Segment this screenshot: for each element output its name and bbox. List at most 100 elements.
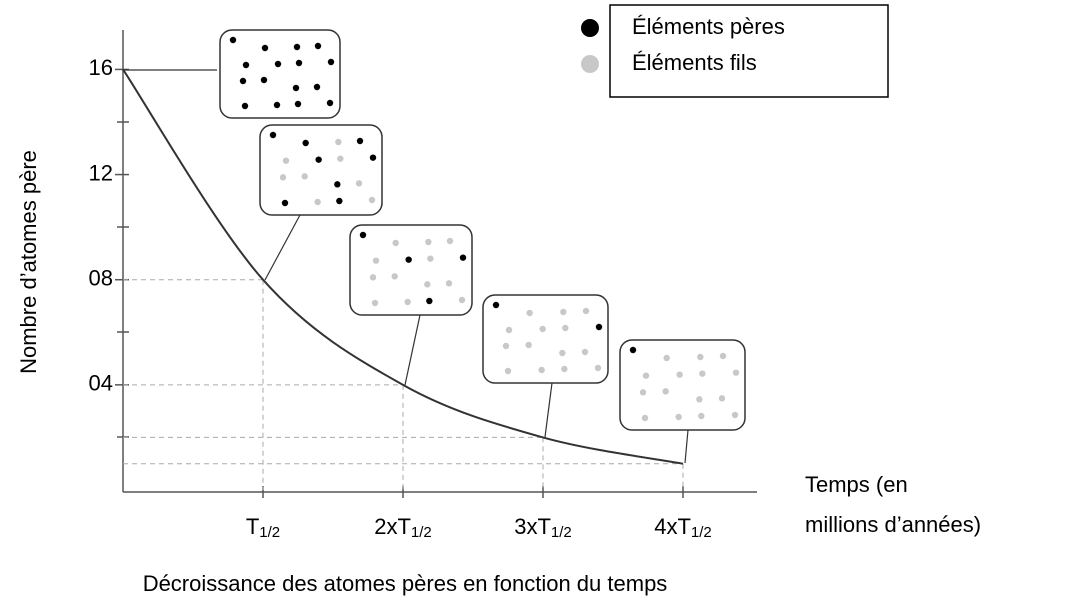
atom <box>275 61 281 67</box>
x-tick-label-main: 2xT <box>374 514 411 539</box>
y-axis-label: Nombre d’atomes père <box>16 150 41 374</box>
atom <box>369 197 375 203</box>
atom <box>424 281 430 287</box>
atom <box>719 395 725 401</box>
x-tick-label: 3xT1/2 <box>514 514 572 541</box>
x-axis-label: millions d’années) <box>805 512 981 537</box>
legend-label: Éléments pères <box>632 14 785 39</box>
atom <box>372 300 378 306</box>
sample-frame <box>350 225 472 315</box>
atom <box>280 174 286 180</box>
atom <box>675 414 681 420</box>
y-tick-label: 16 <box>89 55 113 80</box>
leader-line <box>265 215 300 280</box>
atom <box>242 103 248 109</box>
x-tick-label-sub: 1/2 <box>691 524 712 541</box>
x-tick-label-sub: 1/2 <box>411 524 432 541</box>
atom <box>314 199 320 205</box>
atom <box>460 254 466 260</box>
atom <box>243 62 249 68</box>
sample-box <box>260 125 382 215</box>
atom <box>697 354 703 360</box>
atom <box>505 368 511 374</box>
atom <box>583 308 589 314</box>
atom <box>404 299 410 305</box>
leader-line <box>685 430 688 463</box>
atom <box>230 37 236 43</box>
atom <box>314 84 320 90</box>
x-tick-label: 4xT1/2 <box>654 514 712 541</box>
atom <box>357 138 363 144</box>
atom <box>561 366 567 372</box>
x-tick-label: 2xT1/2 <box>374 514 432 541</box>
atom <box>261 77 267 83</box>
sample-box <box>220 30 340 118</box>
atom <box>662 388 668 394</box>
x-tick-label-main: T <box>246 514 259 539</box>
atom <box>405 256 411 262</box>
y-tick-label: 08 <box>89 266 113 291</box>
atom <box>676 371 682 377</box>
atom <box>328 59 334 65</box>
y-tick-label: 12 <box>89 160 113 185</box>
x-axis-label: Temps (en <box>805 472 908 497</box>
x-tick-label-sub: 1/2 <box>551 524 572 541</box>
atom <box>301 173 307 179</box>
sample-box <box>350 225 472 315</box>
atom <box>630 347 636 353</box>
atom <box>283 157 289 163</box>
sample-box <box>483 295 608 383</box>
atom <box>240 78 246 84</box>
atom <box>732 412 738 418</box>
atom <box>506 327 512 333</box>
x-tick-label-main: 3xT <box>514 514 551 539</box>
atom <box>370 154 376 160</box>
atom <box>327 100 333 106</box>
y-tick-label: 04 <box>89 371 113 396</box>
atom <box>356 180 362 186</box>
atom <box>373 257 379 263</box>
atom <box>426 298 432 304</box>
atom <box>643 372 649 378</box>
atom <box>493 302 499 308</box>
atom <box>720 353 726 359</box>
sample-box <box>620 340 745 430</box>
chart-title: Décroissance des atomes pères en fonctio… <box>143 571 668 596</box>
atom <box>663 355 669 361</box>
atom <box>274 102 280 108</box>
atom <box>302 140 308 146</box>
atom <box>733 369 739 375</box>
x-tick-label: T1/2 <box>246 514 280 541</box>
x-tick-label-main: 4xT <box>654 514 691 539</box>
atom <box>446 280 452 286</box>
atom <box>391 273 397 279</box>
atom <box>293 85 299 91</box>
atom <box>562 325 568 331</box>
atom <box>559 350 565 356</box>
legend-label: Éléments fils <box>632 50 757 75</box>
atom <box>538 367 544 373</box>
atom <box>425 239 431 245</box>
legend-marker <box>581 19 599 37</box>
atom <box>334 181 340 187</box>
atom <box>642 415 648 421</box>
atom <box>295 101 301 107</box>
leader-line <box>545 383 552 437</box>
atom <box>294 44 300 50</box>
atom <box>560 309 566 315</box>
atom <box>698 413 704 419</box>
atom <box>539 326 545 332</box>
atom <box>262 45 268 51</box>
atom <box>360 232 366 238</box>
atom <box>427 255 433 261</box>
sample-frame <box>260 125 382 215</box>
atom <box>526 310 532 316</box>
legend-marker <box>581 55 599 73</box>
chart: Décroissance des atomes pères en fonctio… <box>0 0 1070 605</box>
atom <box>296 60 302 66</box>
atom <box>503 343 509 349</box>
atom <box>315 43 321 49</box>
atom <box>525 342 531 348</box>
atom <box>336 198 342 204</box>
atom <box>315 156 321 162</box>
